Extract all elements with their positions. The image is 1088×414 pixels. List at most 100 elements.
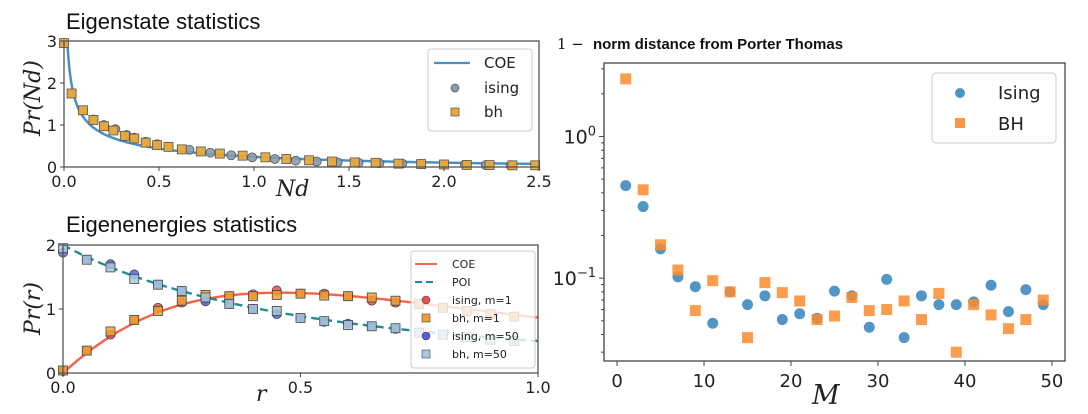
eigenstate-xtick-label: 2.0 [431,172,456,191]
bh-m1-point [343,291,353,302]
porter-thomas-ytick-label: 10−1 [553,266,596,290]
bh-point [530,160,541,171]
ising-point [247,152,258,163]
porter-thomas-title-text: norm distance from Porter Thomas [593,36,843,53]
ising-point [1002,306,1014,318]
legend-ising-m50-label: ising, m=50 [452,330,519,343]
legend-poi-label: POI [452,276,471,289]
bh-point [620,73,632,85]
bh-m50-point [200,292,211,303]
bh-point [1002,323,1014,335]
bh-point [829,310,840,322]
bh-m50-point [390,323,401,334]
bh-point [326,156,337,167]
bh-point [119,131,130,141]
bh-point [99,121,109,132]
bh-point [707,275,719,287]
legend-ising-m1-marker-icon [421,295,431,305]
porter-thomas-xtick-label: 10 [693,371,716,392]
bh-point [349,157,360,168]
ising-point [269,154,280,164]
bh-point [484,160,495,171]
legend-coe-label: COE [484,54,516,72]
bh-m1-point [129,314,140,325]
eigenstate-ylabel: Pr(Nd) [21,60,46,137]
bh-point [846,291,858,303]
bh-point [637,184,649,196]
eigenenergies-title: Eigenenergies statistics [66,212,297,237]
eigenstate-axes-frame [63,40,540,168]
bh-m50-point [248,304,258,314]
bh-m1-point [271,290,282,300]
bh-point [214,148,225,159]
bh-point [759,277,771,289]
ising-point [742,299,754,311]
ising-point [776,314,788,326]
bh-point [655,239,667,251]
bh-point [968,299,980,311]
bh-point [393,158,404,169]
eigenstate-ytick-label: 3 [47,32,57,51]
ising-point [950,299,962,311]
bh-m50-point [319,316,330,327]
ising-point [933,299,945,311]
eigenenergies-xtick-label: 0.0 [50,378,75,397]
ising-point [689,281,701,293]
bh-m1-point [176,295,187,306]
bh-m50-point [343,320,353,330]
eigenstate-panel: Eigenstate statistics 0.0 0.5 1.0 1.5 2.0 2.5… [21,9,552,202]
ytick-base: 10 [553,268,577,290]
bh-point [898,295,910,307]
bh-point [195,146,206,157]
bh-point [66,88,77,99]
bh-point [163,141,174,152]
bh-point [108,125,119,136]
eigenenergies-xtick-label: 1.0 [525,378,550,397]
bh-point [881,304,893,316]
bh-m1-point [248,291,258,302]
legend-bh-label: BH [998,114,1024,135]
eigenstate-xtick-label: 0.5 [146,172,171,191]
ytick-base: 10 [564,126,588,148]
bh-point [915,314,927,326]
eigenstate-ytick-label: 2 [47,74,57,93]
bh-point [370,157,381,168]
porter-thomas-xlabel: M [811,380,841,411]
ising-point [829,285,840,297]
ising-point [794,308,806,320]
eigenenergies-legend-box [410,250,536,369]
bh-point [88,115,99,125]
eigenstate-ytick-label: 1 [47,116,57,135]
ising-point [898,332,910,344]
porter-thomas-xtick-label: 20 [780,371,803,392]
eigenenergies-xtick-label: 0.5 [288,378,313,397]
bh-m1-point [319,290,330,301]
eigenstate-xtick-label: 1.0 [241,172,266,191]
legend-ising-m50-marker-icon [421,331,431,341]
porter-thomas-xtick-label: 50 [1040,371,1063,392]
bh-m1-point [295,288,306,299]
ytick-exponent: −1 [577,266,596,281]
porter-thomas-xtick-label: 30 [867,371,890,392]
legend-bh-m50-label: bh, m=50 [452,348,507,361]
bh-point [281,154,292,164]
ising-point [915,290,927,302]
bh-m50-point [105,262,116,273]
bh-point [985,309,997,321]
eigenenergies-legend: COE POI ising, m=1 bh, m=1 ising, m=50 b… [410,250,536,369]
bh-m1-point [153,306,163,316]
bh-m50-point [153,279,163,290]
bh-point [176,144,187,155]
eigenenergies-panel: Eigenenergies statistics COE POI ising, … [21,212,551,407]
ising-point [637,201,649,213]
ising-point [620,180,632,192]
bh-point [416,159,427,169]
bh-point [237,150,248,161]
bh-point [507,160,518,171]
legend-ising-marker-icon [955,88,965,98]
bh-m50-point [224,298,235,309]
eigenstate-title: Eigenstate statistics [66,9,260,34]
legend-ising-m1-label: ising, m=1 [452,294,512,307]
porter-thomas-ytick-label: 100 [564,124,596,148]
